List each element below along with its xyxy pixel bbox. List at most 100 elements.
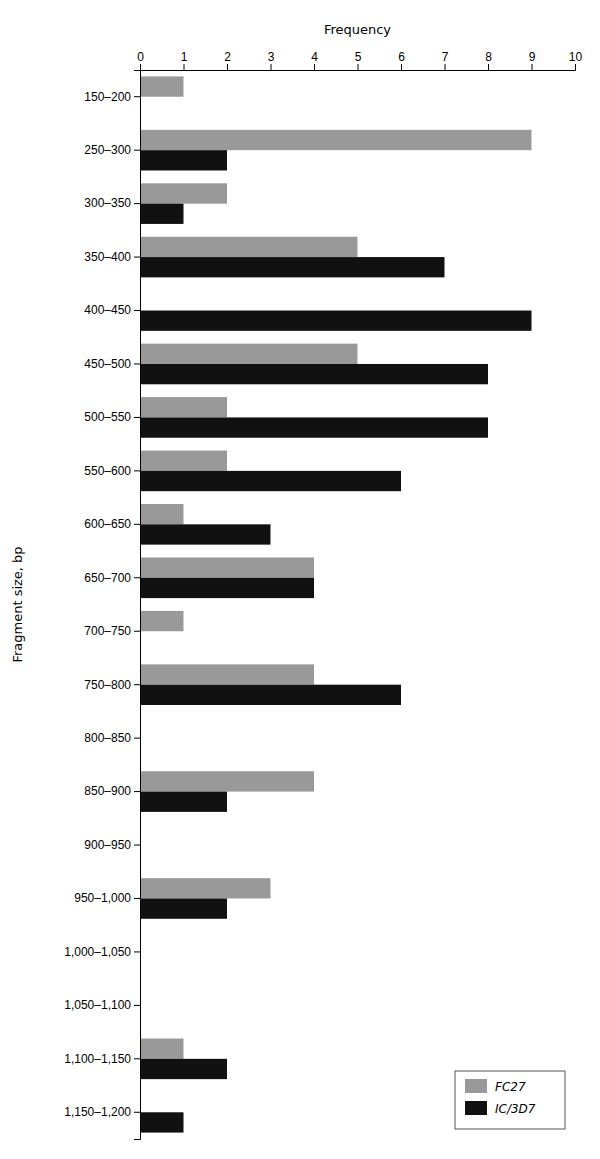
y-axis-title: Fragment size, bp xyxy=(10,546,25,662)
tick-label: 450–500 xyxy=(84,357,131,371)
bar xyxy=(140,311,532,331)
legend-item: FC27 xyxy=(465,1079,526,1094)
tick-label: 5 xyxy=(355,50,362,64)
tick-label: 900–950 xyxy=(84,838,131,852)
tick-label: 500–550 xyxy=(84,410,131,424)
chart: 012345678910150–200250–300300–350350–400… xyxy=(0,0,600,1159)
bar xyxy=(140,451,227,471)
tick-label: 8 xyxy=(485,50,492,64)
bar xyxy=(140,1039,184,1059)
tick: 650–700 xyxy=(84,571,140,585)
tick-label: 800–850 xyxy=(84,731,131,745)
tick: 950–1,000 xyxy=(74,891,140,905)
bar xyxy=(140,1059,227,1079)
y-axis: 150–200 250–300 300–350 350–400 400–450 450–5… xyxy=(64,71,140,1140)
tick-label: 150–200 xyxy=(84,90,131,104)
tick-mark xyxy=(445,64,446,70)
tick-label: 9 xyxy=(529,50,536,64)
tick-label: 6 xyxy=(398,50,405,64)
bar xyxy=(140,557,314,577)
tick-mark xyxy=(134,951,140,952)
tick: 500–550 xyxy=(84,410,140,424)
tick-mark xyxy=(134,684,140,685)
tick-mark xyxy=(532,64,533,70)
bar xyxy=(140,364,488,384)
x-axis-title: Frequency xyxy=(324,22,391,37)
bar xyxy=(140,578,314,598)
tick-mark xyxy=(401,64,402,70)
legend-swatch xyxy=(465,1101,487,1115)
tick-mark xyxy=(134,631,140,632)
tick-mark xyxy=(134,898,140,899)
tick-mark xyxy=(134,417,140,418)
bar xyxy=(140,183,227,203)
bar xyxy=(140,504,184,524)
tick-label: 1,050–1,100 xyxy=(64,998,131,1012)
tick: 600–650 xyxy=(84,517,140,531)
tick-mark xyxy=(134,577,140,578)
tick-label: 1,100–1,150 xyxy=(64,1052,131,1066)
tick-mark xyxy=(134,738,140,739)
bar xyxy=(140,771,314,791)
bar xyxy=(140,1112,184,1132)
tick: 750–800 xyxy=(84,678,140,692)
bar xyxy=(140,76,184,96)
bar xyxy=(140,471,401,491)
tick-mark xyxy=(575,64,576,70)
bar xyxy=(140,204,184,224)
tick-label: 350–400 xyxy=(84,250,131,264)
tick-mark xyxy=(134,1005,140,1006)
series xyxy=(140,150,532,1132)
tick: 400–450 xyxy=(84,303,140,317)
tick-mark xyxy=(358,64,359,70)
tick: 300–350 xyxy=(84,196,140,210)
tick-label: 1 xyxy=(181,50,188,64)
bar xyxy=(140,792,227,812)
tick: 6 xyxy=(398,50,405,70)
tick: 1,000–1,050 xyxy=(64,945,140,959)
tick-mark xyxy=(134,203,140,204)
tick-mark xyxy=(314,64,315,70)
tick: 8 xyxy=(485,50,492,70)
plot: 012345678910150–200250–300300–350350–400… xyxy=(64,50,582,1140)
tick-mark xyxy=(134,1058,140,1059)
tick: 250–300 xyxy=(84,143,140,157)
tick-label: 0 xyxy=(137,50,144,64)
tick-label: 850–900 xyxy=(84,784,131,798)
bar xyxy=(140,685,401,705)
legend-item: IC/3D7 xyxy=(465,1101,536,1116)
tick-mark xyxy=(134,470,140,471)
bar xyxy=(140,257,445,277)
tick-mark xyxy=(227,64,228,70)
legend-label: FC27 xyxy=(495,1080,526,1094)
tick-label: 2 xyxy=(224,50,231,64)
tick-label: 600–650 xyxy=(84,517,131,531)
tick: 450–500 xyxy=(84,357,140,371)
tick-label: 700–750 xyxy=(84,624,131,638)
tick-label: 650–700 xyxy=(84,571,131,585)
bar xyxy=(140,150,227,170)
legend-frame xyxy=(455,1071,565,1129)
bar xyxy=(140,237,358,257)
tick: 900–950 xyxy=(84,838,140,852)
tick: 9 xyxy=(529,50,536,70)
tick-label: 550–600 xyxy=(84,464,131,478)
bar xyxy=(140,878,271,898)
tick-label: 1,150–1,200 xyxy=(64,1105,131,1119)
tick-label: 4 xyxy=(311,50,318,64)
tick: 2 xyxy=(224,50,231,70)
legend: FC27 IC/3D7 xyxy=(455,1071,565,1129)
bar xyxy=(140,397,227,417)
tick: 350–400 xyxy=(84,250,140,264)
tick: 700–750 xyxy=(84,624,140,638)
tick-mark xyxy=(134,310,140,311)
tick: 1 xyxy=(181,50,188,70)
bar xyxy=(140,898,227,918)
tick-label: 250–300 xyxy=(84,143,131,157)
tick-mark xyxy=(134,524,140,525)
legend-swatch xyxy=(465,1079,487,1093)
bar xyxy=(140,664,314,684)
tick: 3 xyxy=(268,50,275,70)
tick-mark xyxy=(134,845,140,846)
tick-label: 1,000–1,050 xyxy=(64,945,131,959)
